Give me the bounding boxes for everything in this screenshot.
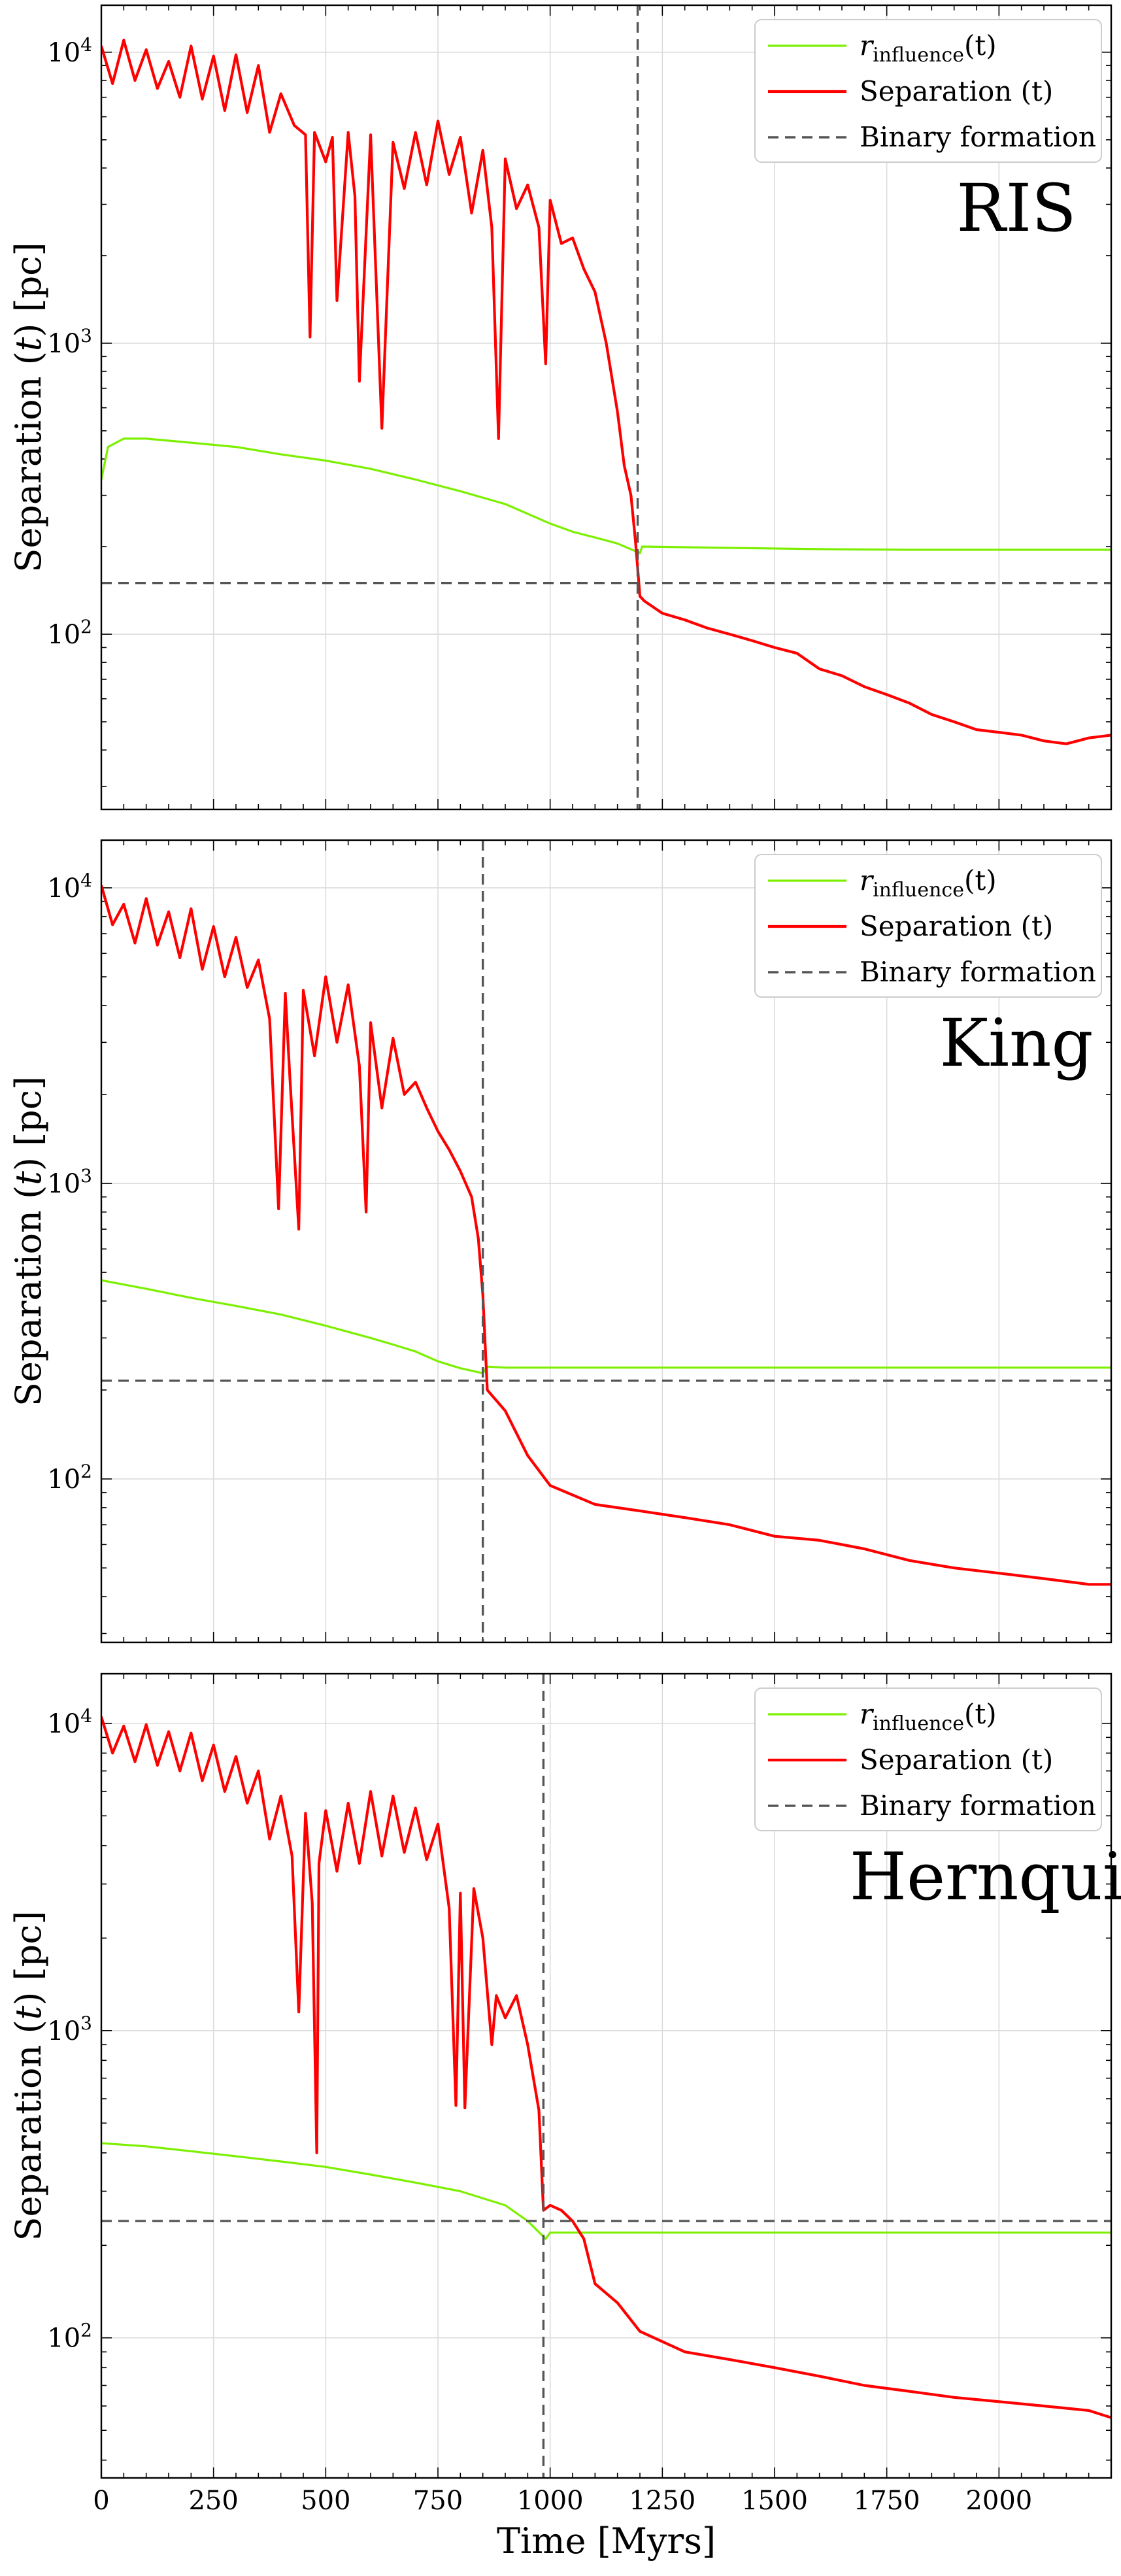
- y-tick-base: 10: [47, 620, 80, 650]
- x-tick-label: 750: [413, 2486, 463, 2516]
- y-tick-exponent: 4: [80, 1705, 92, 1727]
- y-tick-base: 10: [47, 1169, 80, 1199]
- y-axis-label-tail: ) [pc]: [8, 1910, 49, 2005]
- legend-label: Separation (t): [860, 910, 1053, 942]
- y-axis-label-tail: ) [pc]: [8, 1076, 49, 1171]
- y-tick-exponent: 2: [80, 616, 92, 637]
- y-tick-base: 10: [47, 2016, 80, 2046]
- y-axis-label-t: t: [8, 2005, 49, 2020]
- legend: rinfluence(t) Separation (t) Binary format…: [754, 854, 1102, 998]
- y-tick-base: 10: [47, 1465, 80, 1495]
- x-tick-label: 250: [188, 2486, 238, 2516]
- y-tick-base: 10: [47, 2324, 80, 2354]
- legend-label: rinfluence(t): [860, 1698, 997, 1735]
- legend-label: Binary formation: [860, 121, 1096, 153]
- legend-separation-text: Separation (t): [860, 910, 1053, 942]
- legend: rinfluence(t) Separation (t) Binary format…: [754, 1687, 1102, 1831]
- y-axis-label: Separation (t) [pc]: [8, 1076, 49, 1406]
- y-axis-label-t: t: [8, 337, 49, 351]
- y-tick-base: 10: [47, 38, 80, 68]
- legend: rinfluence(t) Separation (t) Binary format…: [754, 19, 1102, 163]
- legend-label: rinfluence(t): [860, 29, 997, 67]
- legend-r-tail: (t): [964, 29, 997, 61]
- legend-separation-text: Separation (t): [860, 1744, 1053, 1776]
- legend-r-main: r: [860, 1698, 875, 1730]
- panel-title: King: [939, 1005, 1093, 1081]
- y-axis-label-main: Separation (: [8, 1185, 49, 1406]
- legend-box: [754, 1687, 1102, 1831]
- y-tick-base: 10: [47, 873, 80, 904]
- y-axis-label: Separation (t) [pc]: [8, 1910, 49, 2241]
- panel-title: RIS: [956, 170, 1076, 246]
- y-tick-label: 103: [47, 325, 92, 359]
- legend-binary-text: Binary formation: [860, 956, 1096, 988]
- y-tick-label: 102: [47, 1461, 92, 1495]
- y-tick-exponent: 3: [80, 325, 92, 347]
- y-axis-label-main: Separation (: [8, 2020, 49, 2241]
- y-tick-label: 103: [47, 2012, 92, 2046]
- legend-label: Separation (t): [860, 75, 1053, 107]
- legend-label: Separation (t): [860, 1744, 1053, 1776]
- r-influence-series: [101, 437, 1111, 554]
- legend-label: Binary formation: [860, 1789, 1096, 1822]
- legend-r-sub: influence: [873, 44, 964, 67]
- x-axis-label: Time [Myrs]: [497, 2520, 716, 2562]
- legend-r-sub: influence: [873, 879, 964, 902]
- panel-title: Hernquist: [850, 1839, 1121, 1915]
- legend-binary-text: Binary formation: [860, 121, 1096, 153]
- y-tick-label: 104: [47, 34, 92, 68]
- x-tick-label: 2000: [965, 2486, 1032, 2516]
- y-tick-exponent: 4: [80, 34, 92, 56]
- y-tick-exponent: 2: [80, 1461, 92, 1482]
- y-tick-label: 102: [47, 616, 92, 650]
- panel-frame: [100, 4, 1113, 811]
- y-tick-exponent: 2: [80, 2320, 92, 2341]
- legend-box: [754, 19, 1102, 163]
- legend-box: [754, 854, 1102, 998]
- panel-frame: [100, 839, 1113, 1644]
- y-tick-exponent: 4: [80, 870, 92, 891]
- r-influence-series: [101, 1279, 1111, 1374]
- separation-series: [101, 39, 1111, 745]
- y-axis-label: Separation (t) [pc]: [8, 242, 49, 572]
- panel-frame: [100, 1672, 1113, 2479]
- legend-r-tail: (t): [964, 1698, 997, 1730]
- y-tick-label: 104: [47, 870, 92, 904]
- legend-label: rinfluence(t): [860, 864, 997, 902]
- x-tick-label: 1750: [854, 2486, 920, 2516]
- y-tick-base: 10: [47, 329, 80, 359]
- legend-binary-text: Binary formation: [860, 1789, 1096, 1822]
- y-tick-base: 10: [47, 1709, 80, 1739]
- legend-r-sub: influence: [873, 1712, 964, 1735]
- y-tick-label: 104: [47, 1705, 92, 1739]
- x-tick-label: 1250: [629, 2486, 695, 2516]
- plot-area: [101, 1674, 1111, 2478]
- plot-area: [101, 840, 1111, 1642]
- legend-separation-text: Separation (t): [860, 75, 1053, 107]
- x-tick-label: 500: [301, 2486, 350, 2516]
- y-axis-label-tail: ) [pc]: [8, 242, 49, 337]
- separation-series: [101, 1716, 1111, 2419]
- x-tick-label: 1500: [741, 2486, 808, 2516]
- y-tick-label: 102: [47, 2320, 92, 2354]
- r-influence-series: [101, 2142, 1111, 2240]
- x-tick-label: 1000: [517, 2486, 584, 2516]
- x-tick-label: 0: [93, 2486, 109, 2516]
- y-tick-label: 103: [47, 1165, 92, 1199]
- plot-area: [101, 5, 1111, 809]
- y-tick-exponent: 3: [80, 2012, 92, 2034]
- legend-r-main: r: [860, 864, 875, 896]
- legend-r-main: r: [860, 29, 875, 61]
- legend-r-tail: (t): [964, 864, 997, 896]
- y-axis-label-main: Separation (: [8, 351, 49, 572]
- legend-label: Binary formation: [860, 956, 1096, 988]
- y-axis-label-t: t: [8, 1171, 49, 1185]
- y-tick-exponent: 3: [80, 1165, 92, 1187]
- separation-series: [101, 885, 1111, 1586]
